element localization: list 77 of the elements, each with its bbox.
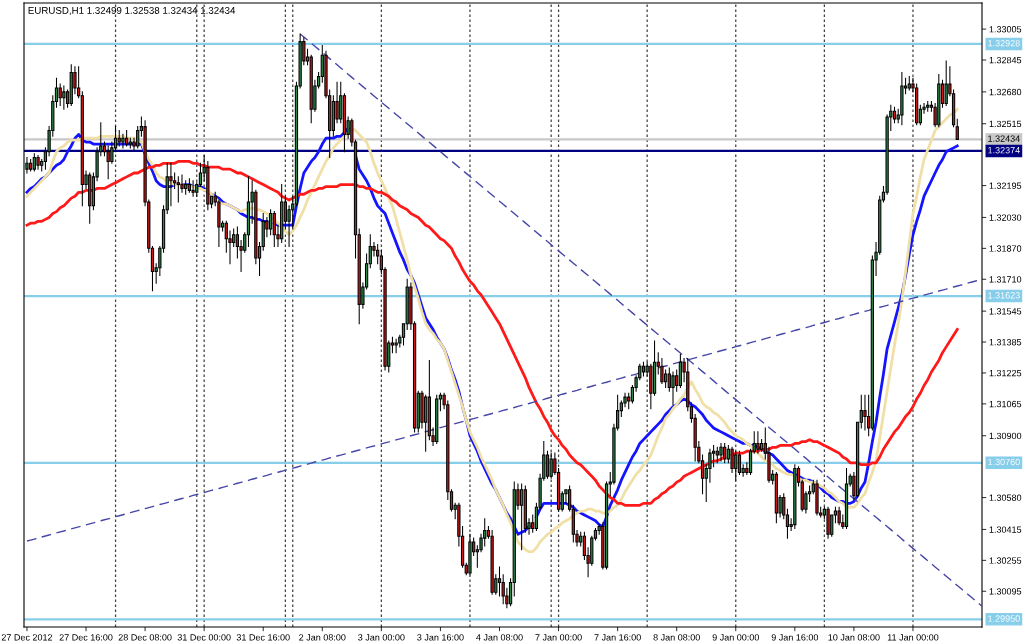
y-tick-label: 1.32680 <box>989 88 1022 96</box>
candlestick <box>549 452 553 479</box>
x-tick-label: 3 Jan 16:00 <box>417 634 464 641</box>
y-tick-label: 1.30255 <box>989 557 1022 564</box>
x-tick-label: 3 Jan 00:00 <box>358 634 405 641</box>
candlestick <box>756 431 760 454</box>
candlestick <box>734 450 738 481</box>
y-tick-label: 1.32195 <box>989 182 1022 189</box>
candlestick <box>191 180 195 197</box>
candlestick <box>36 155 40 170</box>
candlestick <box>926 101 930 112</box>
candlestick <box>490 529 494 595</box>
candlestick <box>69 64 73 106</box>
x-tick-label: 31 Dec 00:00 <box>177 634 231 641</box>
x-tick-label: 2 Jan 08:00 <box>299 634 346 641</box>
candlestick <box>678 354 683 388</box>
x-tick-label: 28 Dec 08:00 <box>118 634 172 641</box>
candlestick <box>774 471 778 524</box>
x-tick-label: 4 Jan 08:00 <box>476 634 523 641</box>
candlestick <box>815 479 819 516</box>
candlestick <box>125 129 129 147</box>
x-tick-label: 8 Jan 08:00 <box>653 634 700 641</box>
y-tick-label: 1.31225 <box>989 369 1022 377</box>
candlestick <box>520 483 524 551</box>
candlestick <box>62 85 66 110</box>
candlestick <box>394 338 398 354</box>
x-tick-label: 9 Jan 16:00 <box>771 634 819 641</box>
ref-line-label: 1.32434 <box>988 135 1020 142</box>
candlestick <box>826 506 830 539</box>
y-tick-label: 1.30415 <box>989 526 1022 533</box>
x-tick-label: 11 Jan 00:00 <box>887 634 939 641</box>
ref-line-label: 1.30760 <box>988 458 1020 466</box>
y-tick-label: 1.31710 <box>989 276 1022 283</box>
y-tick-label: 1.31870 <box>989 245 1022 252</box>
ref-line-label: 1.32374 <box>988 147 1020 154</box>
candlestick <box>793 464 797 529</box>
candlestick <box>187 178 192 193</box>
candlestick <box>468 533 472 576</box>
candlestick <box>955 118 959 140</box>
candlestick <box>844 468 849 529</box>
candlestick <box>944 60 948 106</box>
y-tick-label: 1.31065 <box>989 400 1022 408</box>
y-tick-label: 1.30095 <box>989 588 1022 595</box>
candlestick <box>88 172 92 224</box>
candlestick <box>435 394 439 444</box>
candlestick <box>719 442 723 462</box>
candlestick <box>671 371 675 406</box>
y-tick-label: 1.31545 <box>989 308 1022 315</box>
y-tick-label: 1.30580 <box>989 494 1022 501</box>
candlestick <box>280 184 284 244</box>
candlestick <box>272 211 276 247</box>
candlestick <box>32 153 36 172</box>
y-tick-label: 1.31385 <box>989 339 1022 346</box>
candlestick <box>106 145 110 180</box>
candlestick <box>907 75 911 91</box>
y-tick-label: 1.32030 <box>989 214 1022 221</box>
x-tick-label: 7 Jan 00:00 <box>535 634 582 641</box>
candlestick <box>121 133 125 149</box>
chart-title: EURUSD,H1 1.32499 1.32538 1.32434 1.32434 <box>28 7 236 16</box>
x-tick-label: 27 Dec 2012 <box>1 634 53 641</box>
candlestick <box>937 73 941 128</box>
y-tick-label: 1.30900 <box>989 432 1022 440</box>
x-tick-label: 9 Jan 00:00 <box>712 634 759 641</box>
x-tick-label: 10 Jan 08:00 <box>828 634 880 641</box>
y-tick-label: 1.32515 <box>989 120 1022 128</box>
candlestick <box>723 442 727 464</box>
candlestick <box>641 361 646 377</box>
candlestick <box>176 176 180 203</box>
y-tick-label: 1.33005 <box>989 26 1022 33</box>
x-tick-label: 7 Jan 16:00 <box>594 634 641 641</box>
ref-line-label: 1.32928 <box>988 39 1020 47</box>
x-tick-label: 31 Dec 16:00 <box>236 634 290 641</box>
ref-line-label: 1.31623 <box>988 292 1020 299</box>
candlestick <box>715 446 719 464</box>
y-tick-label: 1.32845 <box>989 56 1022 64</box>
x-tick-label: 27 Dec 16:00 <box>59 634 113 641</box>
ref-line-label: 1.29950 <box>988 615 1020 622</box>
